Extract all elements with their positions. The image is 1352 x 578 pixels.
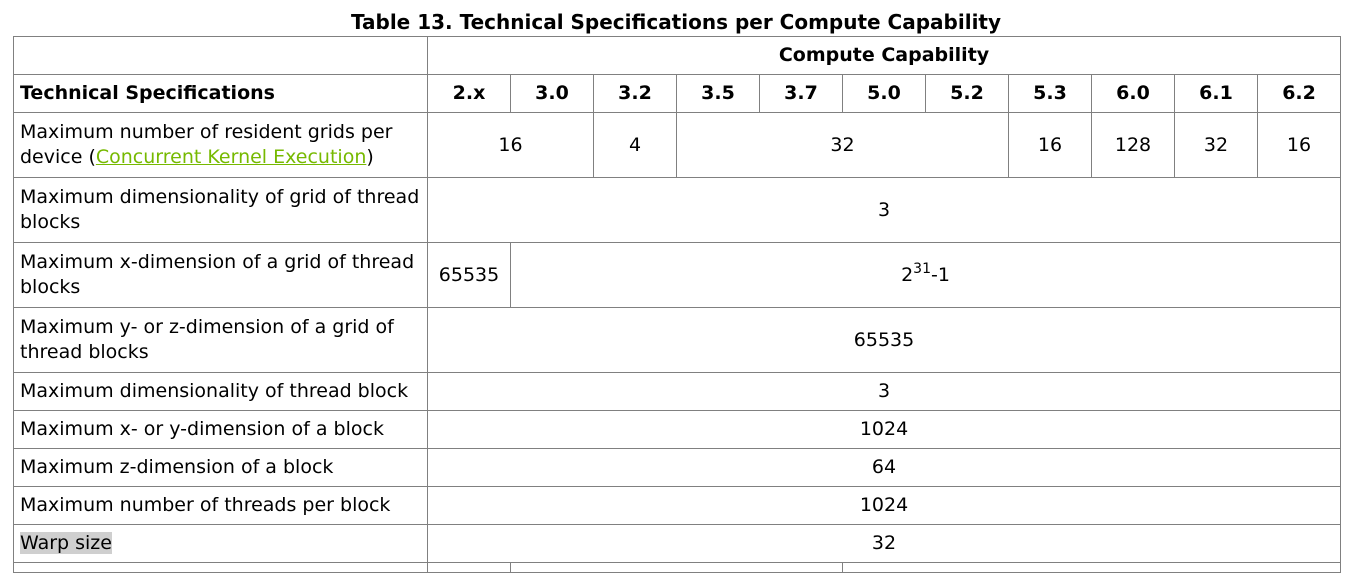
concurrent-kernel-link[interactable]: Concurrent Kernel Execution: [95, 146, 367, 168]
row-label: Maximum dimensionality of thread block: [13, 372, 428, 411]
value-cell: 32: [426, 524, 1342, 563]
version-header-row: Technical Specifications 2.x 3.0 3.2 3.5…: [13, 74, 1342, 113]
version-header: 3.2: [593, 74, 677, 113]
row-label: Maximum x- or y-dimension of a block: [13, 410, 428, 449]
value-cell: 1024: [426, 410, 1342, 449]
version-header: 3.5: [676, 74, 760, 113]
value-cell: 16: [427, 112, 594, 178]
row-label: Maximum number of resident grids per dev…: [13, 112, 428, 178]
highlighted-text[interactable]: Warp size: [20, 532, 112, 554]
value-cell: 4: [593, 112, 677, 178]
value-cell: 64: [426, 448, 1342, 487]
value-cell: 65535: [426, 307, 1342, 373]
version-header: 6.2: [1256, 74, 1342, 113]
row-label: Maximum dimensionality of grid of thread…: [13, 177, 428, 243]
table-row-partial: [13, 562, 1342, 573]
version-header: 5.3: [1008, 74, 1092, 113]
table-row: Maximum x- or y-dimension of a block 102…: [13, 410, 1342, 449]
value-cell: 16: [1008, 112, 1092, 178]
version-header: 2.x: [427, 74, 511, 113]
table-row: Maximum number of threads per block 1024: [13, 486, 1342, 525]
table-row: Maximum dimensionality of grid of thread…: [13, 177, 1342, 243]
table-row: Maximum number of resident grids per dev…: [13, 112, 1342, 178]
spec-table: Compute Capability Technical Specificati…: [13, 36, 1342, 573]
empty-corner-cell: [13, 36, 428, 75]
version-header: 6.1: [1174, 74, 1258, 113]
table-row: Maximum y- or z-dimension of a grid of t…: [13, 307, 1342, 373]
value-cell: 1024: [426, 486, 1342, 525]
empty-cell: [510, 562, 843, 573]
value-cell: 3: [426, 177, 1342, 243]
empty-cell: [427, 562, 511, 573]
table-caption: Table 13. Technical Specifications per C…: [350, 10, 1002, 34]
version-header: 5.0: [842, 74, 926, 113]
row-label: Maximum y- or z-dimension of a grid of t…: [13, 307, 428, 373]
compute-capability-header: Compute Capability: [426, 36, 1342, 75]
group-header-row: Compute Capability: [13, 36, 1342, 75]
value-cell: 16: [1256, 112, 1342, 178]
empty-cell: [13, 562, 428, 573]
empty-cell: [841, 562, 1342, 573]
value-cell: 128: [1091, 112, 1175, 178]
row-label: Maximum number of threads per block: [13, 486, 428, 525]
value-cell: 3: [426, 372, 1342, 411]
row-label: Maximum z-dimension of a block: [13, 448, 428, 487]
tech-spec-header: Technical Specifications: [13, 74, 428, 113]
value-cell: 32: [1174, 112, 1258, 178]
row-label: Maximum x-dimension of a grid of thread …: [13, 242, 428, 308]
table-row: Maximum x-dimension of a grid of thread …: [13, 242, 1342, 308]
row-label: Warp size: [13, 524, 428, 563]
value-cell: 65535: [427, 242, 511, 308]
value-cell: 32: [676, 112, 1009, 178]
table-row: Warp size 32: [13, 524, 1342, 563]
version-header: 3.7: [759, 74, 843, 113]
version-header: 5.2: [925, 74, 1009, 113]
version-header: 6.0: [1091, 74, 1175, 113]
table-row: Maximum z-dimension of a block 64: [13, 448, 1342, 487]
version-header: 3.0: [510, 74, 594, 113]
table-row: Maximum dimensionality of thread block 3: [13, 372, 1342, 411]
value-cell: 231-1: [509, 242, 1342, 308]
